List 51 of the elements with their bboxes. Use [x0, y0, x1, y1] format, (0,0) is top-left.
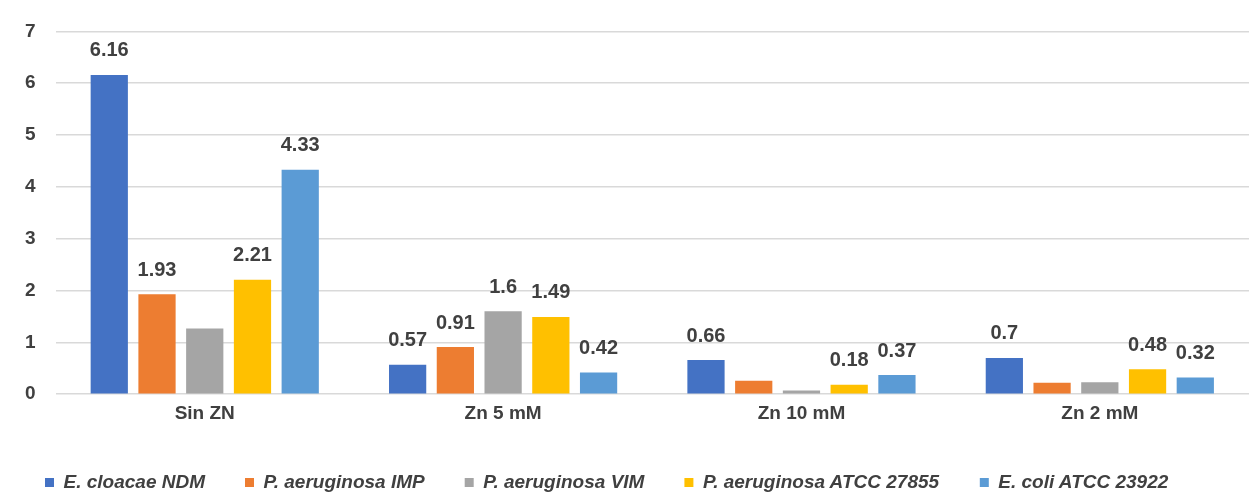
data-label: 1.49 [531, 280, 571, 303]
data-label: 0.48 [1128, 332, 1168, 355]
bar [1128, 369, 1167, 394]
data-label: 4.33 [280, 133, 320, 156]
data-label: 0.18 [829, 348, 869, 371]
x-tick-label: Zn 10 mM [757, 401, 846, 423]
bar [1081, 382, 1119, 394]
data-label: 0.37 [877, 338, 917, 361]
data-label: 2.21 [233, 243, 272, 266]
bar [138, 294, 176, 394]
legend-label: P. aeruginosa VIM [483, 470, 646, 492]
data-label: 0.91 [435, 310, 475, 333]
bar [532, 316, 570, 394]
bar [830, 384, 868, 394]
bar [735, 380, 773, 394]
bar [389, 364, 427, 394]
bar [985, 357, 1023, 394]
y-tick-label: 6 [24, 71, 36, 93]
bar [1033, 382, 1071, 394]
data-label: 6.16 [89, 38, 129, 61]
bar [186, 328, 224, 394]
data-label: 1.6 [489, 274, 518, 297]
bar [878, 375, 916, 394]
bar [233, 279, 272, 394]
legend-label: E. coli ATCC 23922 [998, 470, 1169, 492]
bar [436, 347, 474, 394]
data-label: 0.42 [579, 335, 619, 358]
data-label: 0.32 [1175, 341, 1215, 364]
bar [90, 74, 128, 394]
data-label: 1.93 [137, 257, 177, 280]
x-tick-label: Zn 2 mM [1061, 401, 1139, 423]
y-tick-label: 1 [24, 330, 36, 352]
y-tick-label: 7 [24, 19, 36, 41]
bar [579, 372, 618, 394]
bar [687, 359, 725, 394]
legend-label: E. cloacae NDM [63, 470, 207, 492]
legend-label: P. aeruginosa IMP [263, 470, 426, 492]
bar [281, 169, 319, 394]
x-tick-label: Sin ZN [174, 401, 235, 423]
x-tick-label: Zn 5 mM [464, 401, 542, 423]
y-tick-label: 3 [24, 226, 36, 248]
y-tick-label: 4 [24, 175, 36, 197]
bar [484, 311, 522, 394]
data-label: 0.66 [686, 323, 726, 346]
bar [1176, 377, 1214, 394]
y-tick-label: 5 [24, 123, 36, 145]
data-label: 0.57 [388, 328, 428, 351]
y-tick-label: 2 [24, 278, 36, 300]
y-tick-label: 0 [24, 382, 36, 404]
data-label: 0.7 [990, 321, 1019, 344]
legend-label: P. aeruginosa ATCC 27855 [702, 470, 940, 492]
